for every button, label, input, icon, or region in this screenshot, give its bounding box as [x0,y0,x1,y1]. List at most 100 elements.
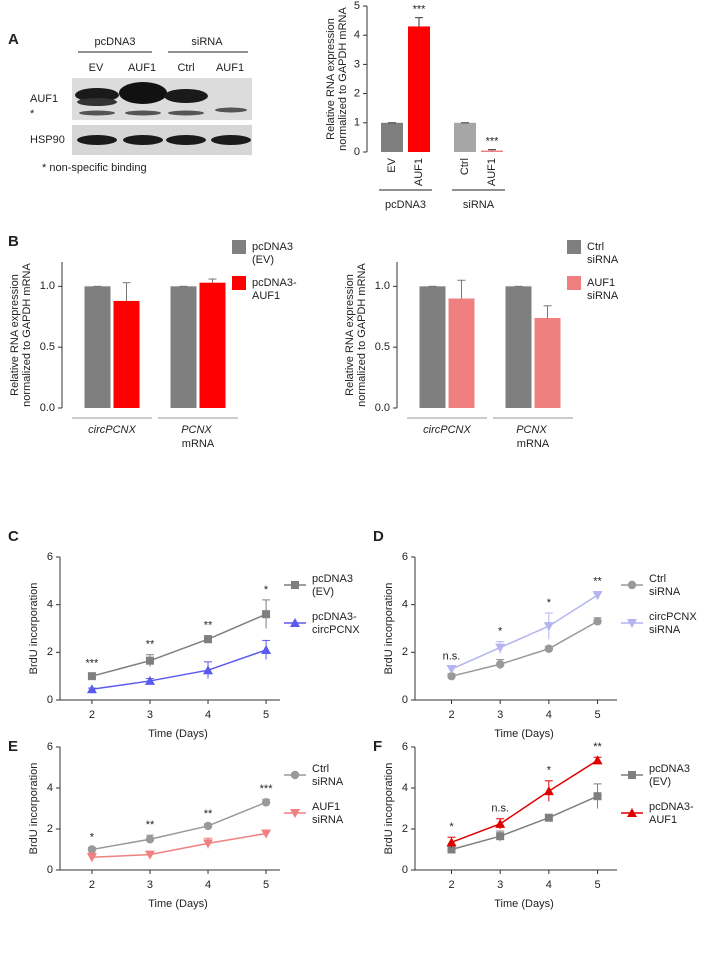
bar [419,286,446,408]
y-tick-label: 0 [402,864,408,876]
lane-label: AUF1 [128,62,156,74]
marker [261,798,271,807]
x-tick-label: 5 [594,879,600,891]
y-tick-label: 0 [47,694,53,706]
marker [291,581,299,589]
marker [204,635,213,644]
series-line [91,613,267,677]
marker [446,837,457,847]
marker [290,618,300,627]
group-label: siRNA [463,199,495,211]
y-axis-label: BrdU incorporation [28,583,40,675]
x-tick-label: 4 [205,709,211,721]
marker [447,845,456,854]
note: * non-specific binding [42,162,147,174]
x-tick-label: 2 [89,879,95,891]
text-line: PCNX [181,424,215,436]
text-line: (EV) [252,254,274,266]
band [164,89,208,103]
series-line [451,795,598,851]
bar [84,286,111,408]
legend-label: pcDNA3 (EV) [312,573,356,598]
marker [261,829,272,839]
marker [627,808,637,817]
text-line: AUF1 [649,814,677,826]
marker [544,813,553,822]
band [168,110,204,116]
bar [170,286,197,408]
marker [145,835,155,844]
y-tick-label: 0.5 [40,341,55,353]
marker [543,622,554,632]
band [77,135,117,145]
y-tick-label: 6 [47,551,53,563]
text-line: siRNA [649,586,681,598]
significance: * [90,831,95,843]
marker [145,656,154,665]
marker [627,580,637,590]
y-tick-label: 0 [47,864,53,876]
y-tick-label: 4 [402,599,408,611]
legend-label: pcDNA3-AUF1 [252,277,297,302]
asterisk: * [30,108,35,120]
marker [290,770,300,780]
marker [261,644,272,654]
significance: n.s. [443,651,461,663]
y-tick-label: 0 [402,694,408,706]
marker [592,591,603,601]
lane-label: AUF1 [216,62,244,74]
text-line: siRNA [312,814,344,826]
significance: *** [486,136,500,148]
y-tick-label: 6 [47,741,53,753]
y-tick-label: 3 [354,58,360,70]
legend-label: AUF1 siRNA [312,801,344,826]
marker [203,821,213,831]
text-line: pcDNA3- [252,277,297,289]
legend-label: Ctrl siRNA [312,763,344,788]
y-tick-label: 1.0 [375,280,390,292]
significance: ** [146,819,155,831]
x-tick-label: Ctrl [459,158,471,175]
x-tick-label: 4 [205,879,211,891]
series-line [91,832,267,859]
y-tick-label: 0 [354,146,360,158]
x-tick-label: 3 [147,879,153,891]
x-axis-label: Time (Days) [494,898,553,910]
legend-swatch [567,240,581,254]
y-tick-label: 5 [354,0,360,12]
legend-label: pcDNA3 (EV) [252,241,296,266]
x-axis-label: Time (Days) [148,898,207,910]
y-axis-label: Relative RNA expression [9,274,21,396]
x-tick-label: 5 [263,879,269,891]
x-tick-label: EV [386,157,398,172]
band [123,135,163,145]
legend-label: pcDNA3 (EV) [649,763,693,788]
marker [86,684,97,694]
y-tick-label: 4 [402,782,408,794]
text-line: pcDNA3 [252,241,296,253]
bar [199,282,226,408]
panel-label: E [8,738,18,755]
x-tick-label: 2 [89,709,95,721]
y-axis-label: normalized to GAPDH mRNA [21,263,33,407]
y-axis-label: normalized to GAPDH mRNA [337,7,349,151]
significance: n.s. [491,803,509,815]
western-blot: pcDNA3 siRNA EV AUF1 Ctrl AUF1 AUF1 * HS… [30,36,252,174]
x-tick-label: circPCNX [88,424,136,436]
band [75,88,119,102]
marker [203,839,214,849]
x-tick-label: PCNX mRNA [181,424,215,450]
panel-label: F [373,738,382,755]
panel-label: D [373,528,384,545]
legend-swatch [567,276,581,290]
y-tick-label: 4 [47,599,53,611]
marker [262,610,271,619]
significance: ** [146,639,155,651]
y-tick-label: 1.0 [40,280,55,292]
text-line: pcDNA3 [649,763,693,775]
marker [87,672,96,681]
text-line: siRNA [587,254,619,266]
legend-label: circPCNX siRNA [649,611,700,636]
group-label: pcDNA3 [385,199,426,211]
